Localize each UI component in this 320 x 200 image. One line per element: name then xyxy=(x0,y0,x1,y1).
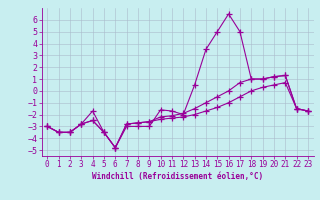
X-axis label: Windchill (Refroidissement éolien,°C): Windchill (Refroidissement éolien,°C) xyxy=(92,172,263,181)
